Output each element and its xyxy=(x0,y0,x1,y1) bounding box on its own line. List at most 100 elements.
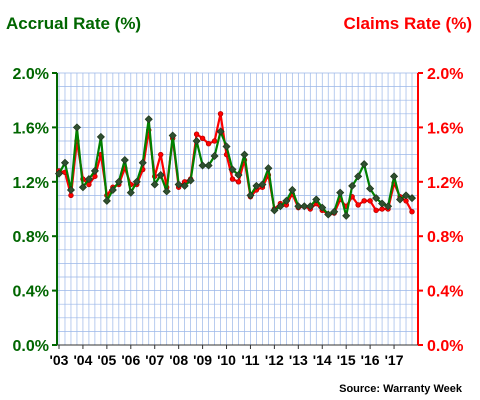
accrual-point xyxy=(336,188,345,197)
claims-point xyxy=(211,138,218,144)
source-note: Source: Warranty Week xyxy=(339,383,462,395)
x-tick-label: '09 xyxy=(193,352,212,368)
claims-point xyxy=(235,179,242,185)
accrual-point xyxy=(90,166,99,175)
accrual-point xyxy=(162,187,171,196)
claims-point xyxy=(355,202,361,208)
accrual-point xyxy=(72,123,81,132)
x-tick-label: '04 xyxy=(73,352,92,368)
accrual-point xyxy=(366,184,375,193)
x-tick-label: '11 xyxy=(241,352,259,368)
accrual-point xyxy=(378,199,387,208)
accrual-point xyxy=(66,185,75,194)
accrual-point xyxy=(120,156,129,165)
claims-point xyxy=(229,176,236,182)
claims-point xyxy=(205,141,212,147)
accrual-point xyxy=(150,180,159,189)
accrual-point xyxy=(192,136,201,146)
accrual-point xyxy=(108,185,117,194)
accrual-point xyxy=(354,172,363,181)
x-tick-label: '13 xyxy=(289,352,308,368)
accrual-point xyxy=(168,131,177,140)
right-tick-label: 0.4% xyxy=(427,284,463,301)
claims-point xyxy=(217,111,224,117)
accrual-point xyxy=(282,196,291,205)
accrual-point xyxy=(360,160,369,169)
accrual-point xyxy=(300,202,309,211)
accrual-point xyxy=(258,180,267,189)
accrual-point xyxy=(54,169,64,178)
x-tick-label: '10 xyxy=(217,352,236,368)
accrual-point xyxy=(156,170,165,180)
claims-point xyxy=(367,198,373,204)
right-axis-title: Claims Rate (%) xyxy=(343,14,472,33)
right-tick-label: 1.2% xyxy=(427,175,463,192)
left-tick-label: 0.0% xyxy=(13,338,49,355)
right-tick-label: 2.0% xyxy=(427,66,463,83)
left-tick-label: 0.4% xyxy=(13,284,49,301)
accrual-point xyxy=(78,183,87,192)
left-tick-label: 2.0% xyxy=(13,66,49,83)
accrual-point xyxy=(348,181,357,190)
accrual-point xyxy=(174,180,183,189)
accrual-point xyxy=(228,165,237,174)
right-tick-label: 0.8% xyxy=(427,229,463,246)
accrual-point xyxy=(234,170,243,180)
accrual-point xyxy=(401,191,411,200)
accrual-point xyxy=(276,202,285,211)
right-tick-label: 0.0% xyxy=(427,338,463,355)
accrual-point xyxy=(102,196,111,205)
accrual-point xyxy=(246,191,255,200)
x-tick-label: '07 xyxy=(145,352,164,368)
accrual-point xyxy=(198,161,207,170)
accrual-point xyxy=(324,210,333,219)
accrual-point xyxy=(390,172,399,181)
accrual-point xyxy=(330,207,339,216)
accrual-point xyxy=(306,202,315,211)
accrual-point xyxy=(294,202,303,211)
accrual-point xyxy=(222,142,231,151)
claims-point xyxy=(373,207,379,214)
claims-point xyxy=(199,135,206,141)
left-tick-label: 0.8% xyxy=(13,229,49,246)
right-tick-label: 1.6% xyxy=(427,120,463,137)
left-tick-label: 1.6% xyxy=(13,120,49,137)
x-tick-label: '12 xyxy=(265,352,284,368)
accrual-line xyxy=(58,118,413,217)
claims-point xyxy=(409,209,415,215)
x-tick-label: '16 xyxy=(361,352,380,368)
x-tick-label: '14 xyxy=(313,352,332,368)
x-tick-label: '06 xyxy=(121,352,140,368)
accrual-point xyxy=(312,195,321,204)
claims-line xyxy=(58,112,413,216)
accrual-point xyxy=(396,195,405,204)
accrual-point xyxy=(342,211,351,220)
accrual-point xyxy=(210,151,219,160)
accrual-point xyxy=(138,158,147,167)
x-tick-label: '03 xyxy=(50,352,69,368)
claims-point xyxy=(361,198,367,204)
accrual-point xyxy=(240,150,249,159)
x-tick-label: '05 xyxy=(97,352,116,368)
accrual-point xyxy=(60,158,70,167)
accrual-point xyxy=(186,176,195,185)
accrual-point xyxy=(126,188,135,197)
x-tick-label: '08 xyxy=(169,352,188,368)
accrual-point xyxy=(204,161,213,170)
accrual-point xyxy=(84,175,93,184)
accrual-point xyxy=(114,177,123,186)
accrual-point xyxy=(372,194,381,203)
accrual-point xyxy=(270,206,279,215)
accrual-point xyxy=(132,177,141,186)
accrual-point xyxy=(318,203,327,212)
accrual-point xyxy=(288,185,297,194)
accrual-point xyxy=(216,127,225,136)
x-tick-label: '15 xyxy=(337,352,356,368)
x-tick-label: '17 xyxy=(385,352,404,368)
accrual-point xyxy=(96,132,105,141)
claims-point xyxy=(193,131,200,137)
accrual-point xyxy=(180,181,189,190)
accrual-point xyxy=(144,115,153,124)
